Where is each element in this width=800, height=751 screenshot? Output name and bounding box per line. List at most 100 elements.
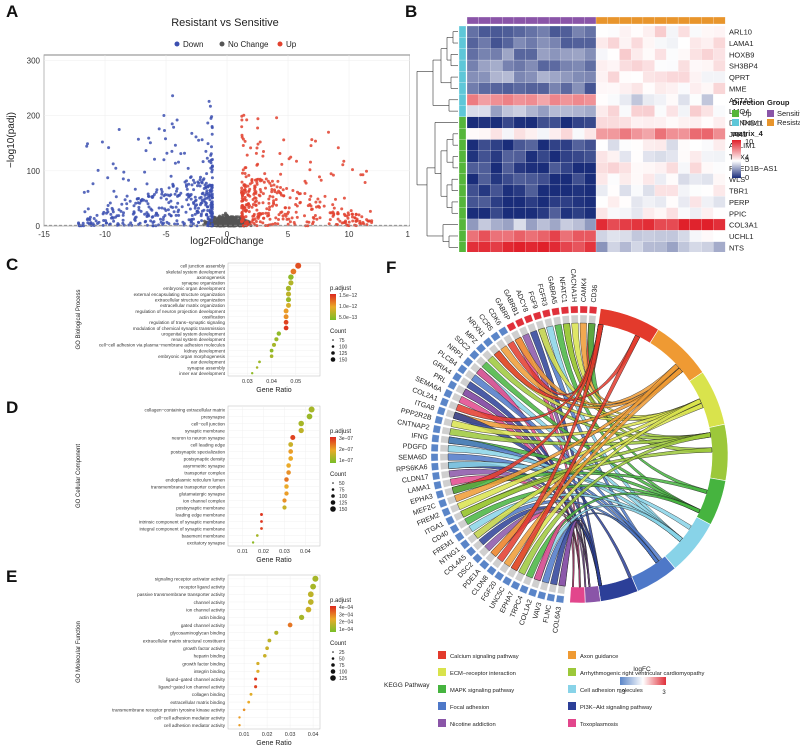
heatmap-cell bbox=[525, 230, 538, 243]
logfc-cell bbox=[506, 321, 517, 332]
legend-direction-title: Direction bbox=[732, 98, 765, 107]
up-point bbox=[250, 178, 254, 181]
x-tick-label: -10 bbox=[99, 230, 111, 239]
gene-sector bbox=[440, 462, 449, 470]
enrichment-dot bbox=[267, 638, 272, 643]
direction-annotation-cell bbox=[458, 173, 467, 186]
heatmap-cell bbox=[701, 162, 714, 174]
heatmap-cell bbox=[537, 241, 550, 252]
heatmap-cell bbox=[713, 37, 726, 50]
up-point bbox=[275, 116, 279, 120]
count-legend-value: 25 bbox=[339, 650, 345, 656]
heatmap-cell bbox=[642, 71, 656, 84]
down-point bbox=[190, 224, 193, 228]
heatmap-cell bbox=[631, 218, 644, 231]
down-point bbox=[149, 219, 153, 223]
x-tick-label: 0.03 bbox=[242, 379, 253, 385]
count-legend-value: 100 bbox=[339, 345, 348, 351]
term-label: regulation of neuron projection developm… bbox=[135, 309, 225, 314]
heatmap-cell bbox=[713, 59, 726, 72]
heatmap-cell bbox=[677, 128, 691, 140]
color-scale-tick-0: 0 bbox=[745, 173, 749, 182]
logfc-cell bbox=[560, 306, 570, 315]
down-point bbox=[210, 192, 214, 196]
pathway-legend-swatch bbox=[568, 685, 576, 693]
legend-nochange-dot bbox=[219, 41, 225, 47]
heatmap-cell bbox=[525, 218, 538, 231]
up-point bbox=[267, 201, 271, 205]
up-point bbox=[309, 160, 312, 164]
up-point bbox=[288, 220, 292, 224]
up-point bbox=[255, 182, 259, 186]
heatmap-cell bbox=[619, 207, 632, 220]
heatmap-cell bbox=[525, 116, 538, 129]
heatmap-cell bbox=[701, 173, 714, 186]
down-point bbox=[187, 182, 191, 186]
x-tick-label: 0.04 bbox=[266, 379, 277, 385]
up-point bbox=[342, 159, 346, 163]
up-point bbox=[318, 200, 322, 204]
term-label: glycosaminoglycan binding bbox=[170, 631, 225, 636]
down-point bbox=[151, 215, 155, 219]
pathway-sector bbox=[631, 555, 676, 592]
down-point bbox=[148, 141, 152, 145]
nochange-point bbox=[229, 223, 233, 227]
term-label: postsynaptic specialization bbox=[171, 449, 226, 454]
heatmap-cell bbox=[619, 218, 632, 231]
heatmap-cell bbox=[654, 230, 667, 243]
padjust-tick: 3e−04 bbox=[339, 612, 353, 618]
heatmap-cell bbox=[584, 173, 597, 186]
heatmap-cell bbox=[689, 218, 702, 231]
group-annotation-cell bbox=[572, 16, 585, 25]
enrichment-dot bbox=[251, 541, 255, 544]
heatmap-cell bbox=[525, 139, 538, 152]
heatmap-cell bbox=[502, 230, 515, 243]
heatmap-cell bbox=[584, 218, 597, 231]
down-point bbox=[210, 168, 214, 172]
down-point bbox=[208, 188, 212, 192]
term-label: collagen binding bbox=[192, 692, 226, 697]
up-point bbox=[262, 180, 266, 184]
up-point bbox=[288, 196, 292, 200]
heatmap-cell bbox=[502, 207, 515, 220]
go-mf-dotplot: signaling receptor activator activity rec… bbox=[76, 574, 353, 747]
heatmap-cell bbox=[490, 93, 503, 106]
direction-annotation-cell bbox=[458, 184, 467, 197]
heatmap-cell bbox=[502, 93, 515, 106]
heatmap-cell bbox=[572, 48, 585, 61]
up-point bbox=[340, 207, 344, 211]
down-point bbox=[101, 212, 105, 216]
up-point bbox=[266, 211, 270, 215]
down-point bbox=[165, 197, 168, 201]
term-label: cell−cell adhesion via plasma−membrane a… bbox=[99, 343, 226, 348]
heatmap-cell bbox=[560, 71, 573, 84]
logfc-cell bbox=[431, 471, 441, 481]
heatmap-cell bbox=[548, 37, 562, 50]
up-point bbox=[279, 172, 283, 176]
up-point bbox=[270, 179, 274, 183]
down-point bbox=[175, 189, 178, 193]
heatmap-cell bbox=[466, 196, 480, 209]
logfc-tick-min: −3 bbox=[619, 690, 627, 696]
down-point bbox=[165, 151, 169, 155]
up-point bbox=[253, 217, 257, 221]
up-point bbox=[255, 146, 259, 150]
term-label: transmembrane transporter complex bbox=[151, 484, 226, 489]
up-point bbox=[259, 190, 263, 194]
term-label: excitatory synapse bbox=[187, 540, 225, 545]
down-point bbox=[191, 178, 195, 182]
term-label: extracellular matrix organization bbox=[160, 303, 225, 308]
heatmap-cell bbox=[513, 116, 527, 129]
heatmap-cell bbox=[654, 128, 667, 140]
term-label: ossification bbox=[202, 314, 225, 319]
enrichment-dot bbox=[284, 477, 289, 482]
gene-label: LAMA1 bbox=[729, 39, 754, 48]
down-point bbox=[137, 205, 141, 209]
heatmap-cell bbox=[701, 116, 714, 129]
volcano-x-label: log2FoldChange bbox=[190, 236, 264, 247]
down-point bbox=[112, 219, 116, 223]
heatmap-cell bbox=[713, 82, 726, 95]
logfc-cell bbox=[472, 553, 483, 564]
heatmap-cell bbox=[537, 207, 550, 220]
